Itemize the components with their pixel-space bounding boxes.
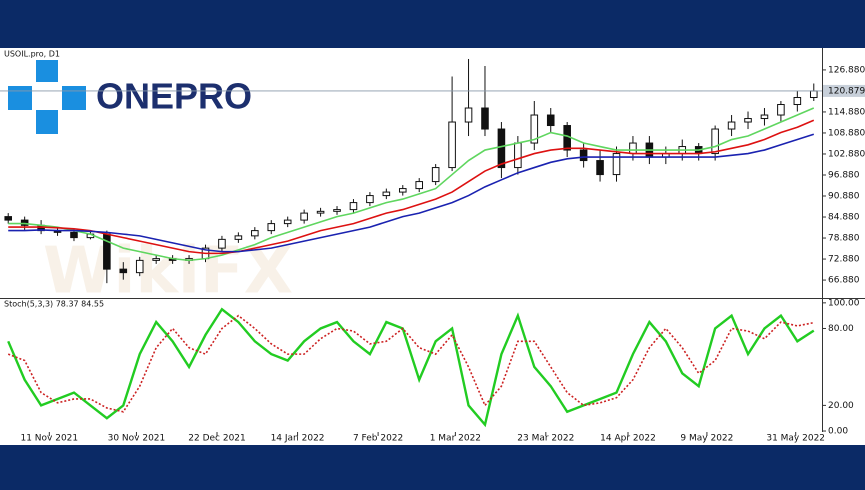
y-tick-label: 84.880 — [828, 213, 860, 223]
candle-body — [300, 212, 308, 221]
x-tick-label: 31 May 2022 — [766, 434, 825, 444]
x-tick-label: 11 Nov 2021 — [20, 434, 78, 444]
candle-body — [349, 202, 358, 211]
x-tick-label: 7 Feb 2022 — [353, 434, 403, 444]
y-tick-label: 126.880 — [828, 65, 865, 75]
y-tick-label: 108.880 — [828, 128, 865, 138]
x-tick-label: 14 Jan 2022 — [271, 434, 325, 444]
candle-body — [514, 142, 522, 169]
candle-body — [135, 259, 144, 274]
candle-body — [530, 114, 539, 144]
candle-body — [629, 142, 637, 155]
y-tick-label: 72.880 — [828, 255, 860, 265]
last-price-box — [823, 84, 865, 97]
x-tick-label: 9 May 2022 — [680, 434, 733, 444]
candle-body — [316, 210, 325, 214]
logo-square — [62, 86, 86, 110]
candle-body — [415, 181, 424, 190]
candle-body — [612, 153, 621, 176]
candle-body — [546, 114, 555, 127]
candle-body — [727, 121, 736, 130]
candle-body — [70, 231, 78, 239]
candle-body — [809, 90, 818, 99]
y-tick-label: 0.00 — [828, 427, 848, 437]
candle-body — [251, 230, 259, 237]
candle-body — [4, 216, 13, 221]
last-price-label: 120.879 — [828, 86, 865, 96]
candle-body — [382, 191, 391, 197]
y-tick-label: 80.00 — [828, 324, 854, 334]
candle-body — [218, 238, 226, 249]
candle-body — [596, 160, 604, 176]
series-line — [8, 107, 815, 262]
x-tick-label: 30 Nov 2021 — [108, 434, 166, 444]
candle-body — [760, 114, 769, 120]
candle-body — [777, 104, 785, 116]
candle-body — [119, 268, 128, 274]
logo-text: ONEPRO — [96, 76, 252, 117]
y-tick-label: 114.880 — [828, 107, 865, 117]
y-tick-label: 100.00 — [828, 298, 860, 308]
candle-body — [579, 149, 588, 162]
candle-body — [464, 107, 473, 123]
y-tick-label: 96.880 — [828, 170, 860, 180]
candle-body — [283, 219, 292, 225]
candle-body — [481, 107, 489, 130]
candle-body — [333, 209, 341, 212]
candle-body — [744, 118, 752, 123]
candle-body — [711, 128, 719, 155]
logo-square — [36, 110, 58, 134]
y-tick-label: 66.880 — [828, 276, 860, 286]
candle-body — [152, 258, 160, 261]
logo-square — [8, 86, 32, 110]
symbol-label: USOIL.pro, D1 — [4, 50, 60, 59]
candle-body — [398, 188, 407, 193]
series-line — [8, 119, 815, 255]
y-tick-label: 78.880 — [828, 234, 860, 244]
y-tick-label: 102.880 — [828, 149, 865, 159]
series-line — [7, 307, 815, 428]
candle-body — [497, 128, 506, 169]
candle-body — [267, 223, 276, 232]
candle-body — [793, 97, 802, 106]
x-tick-label: 14 Apr 2022 — [600, 434, 656, 444]
y-tick-label: 90.880 — [828, 192, 860, 202]
x-tick-label: 1 Mar 2022 — [430, 434, 481, 444]
series-line — [8, 133, 815, 253]
x-tick-label: 22 Dec 2021 — [188, 434, 246, 444]
watermark: WikiFX — [43, 235, 293, 309]
y-tick-label: 20.00 — [828, 401, 854, 411]
candle-body — [234, 235, 243, 240]
logo-square — [36, 60, 58, 82]
candle-body — [366, 195, 374, 204]
x-tick-label: 23 Mar 2022 — [517, 434, 574, 444]
candle-body — [448, 121, 456, 169]
logo: ONEPRO — [8, 60, 252, 134]
indicator-label: Stoch(5,3,3) 78.37 84.55 — [4, 300, 104, 309]
candle-body — [20, 219, 29, 226]
chart-window — [0, 48, 865, 445]
candle-body — [431, 167, 440, 183]
